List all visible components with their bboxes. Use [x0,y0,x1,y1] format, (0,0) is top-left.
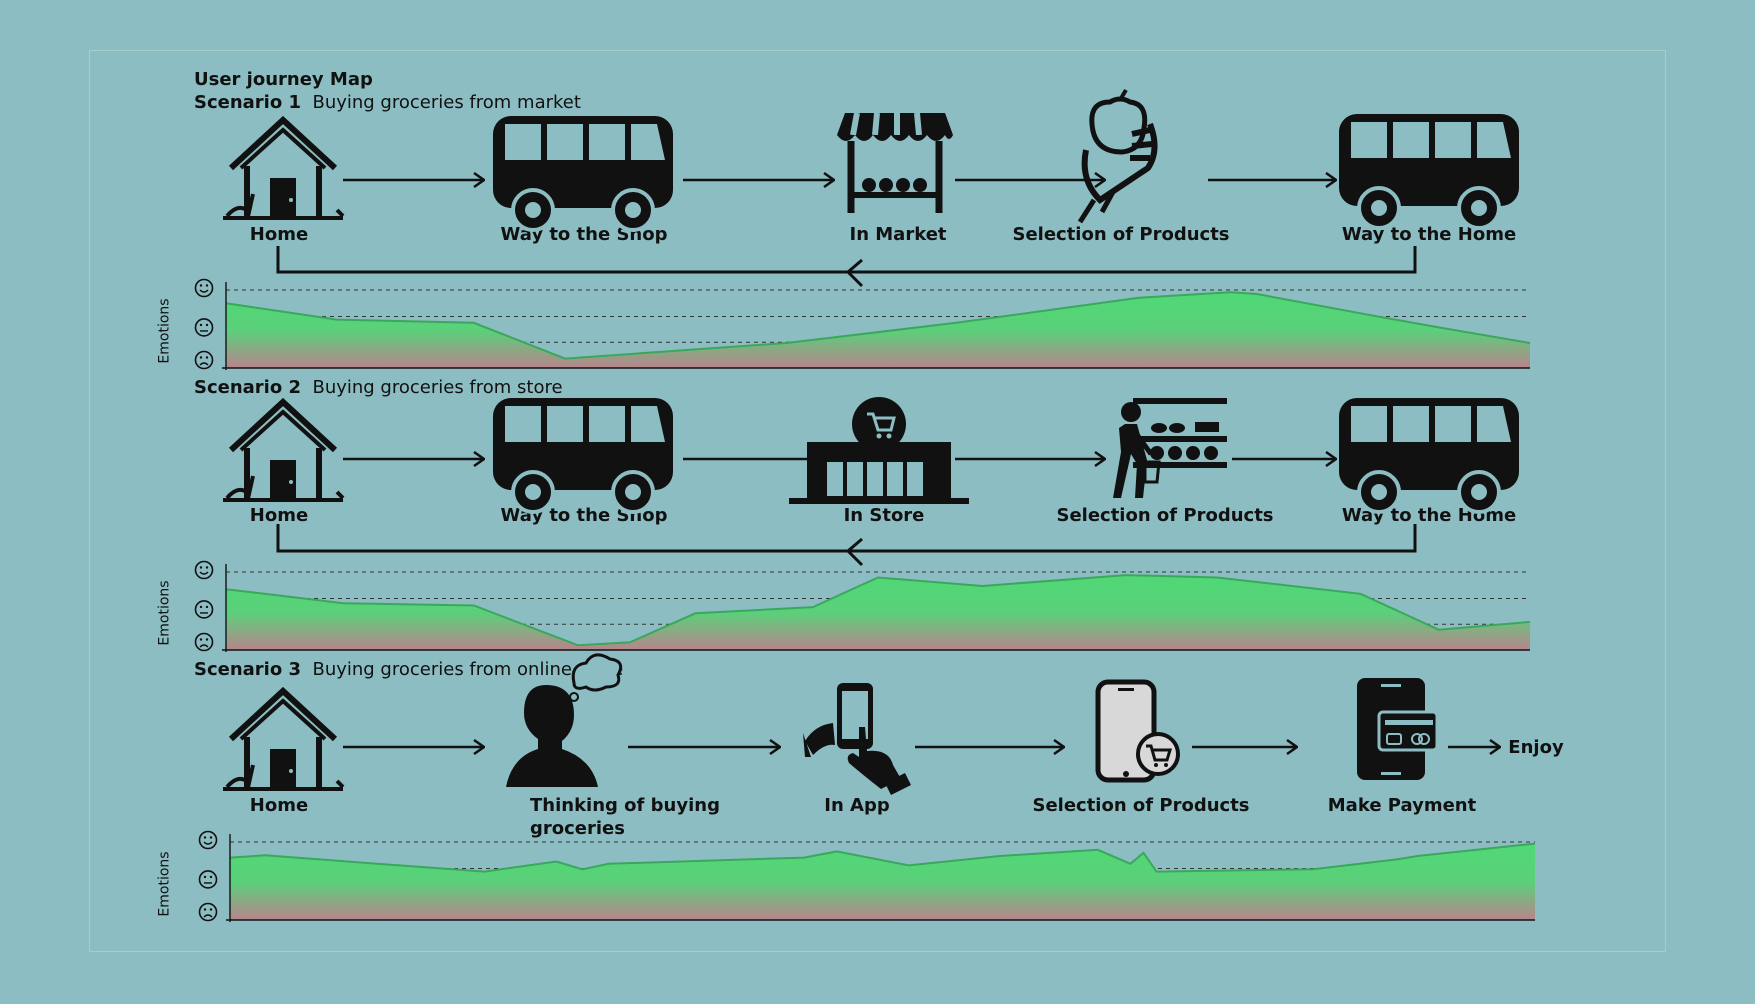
step-label: In Store [843,505,925,526]
step-label: In Market [849,224,947,245]
step-label: Selection of Products [1012,224,1230,245]
scenario-2-number: Scenario 2 [194,377,302,398]
sad-face-icon [198,902,218,922]
emotion-chart-scenario-3 [198,830,1536,922]
step-label: In App [824,795,890,816]
house-icon [223,691,343,789]
page-title: User journey Map [194,69,373,90]
bus-icon [1337,112,1521,230]
return-loop-line [276,524,1417,553]
scenario-1-description: Buying groceries from market [312,92,581,113]
hand-apple-icon [1077,88,1158,224]
return-loop-arrow [845,537,864,567]
shopper-shelf-icon [1113,398,1227,498]
scenario-1-number: Scenario 1 [194,92,302,113]
neutral-face-icon [194,600,214,619]
house-icon [223,402,343,500]
enjoy-label: Enjoy [1508,737,1564,758]
step-label: Selection of Products [1056,505,1274,526]
step-label: Thinking of buying groceries [530,795,720,839]
scenario-3-number: Scenario 3 [194,659,302,680]
happy-face-icon [194,560,214,580]
bus-icon [491,396,675,514]
neutral-face-icon [198,870,218,889]
sad-face-icon [194,632,214,652]
emotion-line [225,291,1531,360]
neutral-face-icon [194,318,214,337]
sad-face-icon [194,350,214,370]
step-label: Home [249,795,309,816]
step-label: Way to the Home [1341,224,1517,245]
scenario-2-heading: Scenario 2 Buying groceries from store [194,377,563,398]
emotion-area [226,292,1530,368]
scenario-3-description: Buying groceries from online store [312,659,624,680]
journey-map-frame [89,50,1666,952]
emotion-line [225,574,1531,647]
return-loop-arrow [845,258,864,288]
phone-card-icon [1357,678,1439,780]
scenario-1-heading: Scenario 1 Buying groceries from market [194,92,581,113]
store-cart-icon [789,397,969,504]
scenario-3-heading: Scenario 3 Buying groceries from online … [194,659,623,680]
bus-icon [1337,396,1521,514]
phone-cart-icon [1095,679,1180,783]
market-stall-icon [837,112,953,213]
thinking-person-icon [506,653,623,787]
return-loop-line [276,246,1417,274]
emotion-chart-scenario-2 [194,560,1531,652]
hand-phone-icon [803,683,911,795]
bus-icon [491,114,675,232]
emotion-area [230,843,1535,920]
happy-face-icon [198,830,218,850]
house-icon [223,120,343,218]
scenario-2-description: Buying groceries from store [312,377,563,398]
step-label: Home [249,505,309,526]
emotion-area [226,575,1530,650]
emotion-line [229,842,1536,873]
step-label: Make Payment [1327,795,1477,816]
emotion-chart-scenario-1 [194,278,1531,370]
happy-face-icon [194,278,214,298]
step-label: Home [249,224,309,245]
step-label: Selection of Products [1032,795,1250,816]
